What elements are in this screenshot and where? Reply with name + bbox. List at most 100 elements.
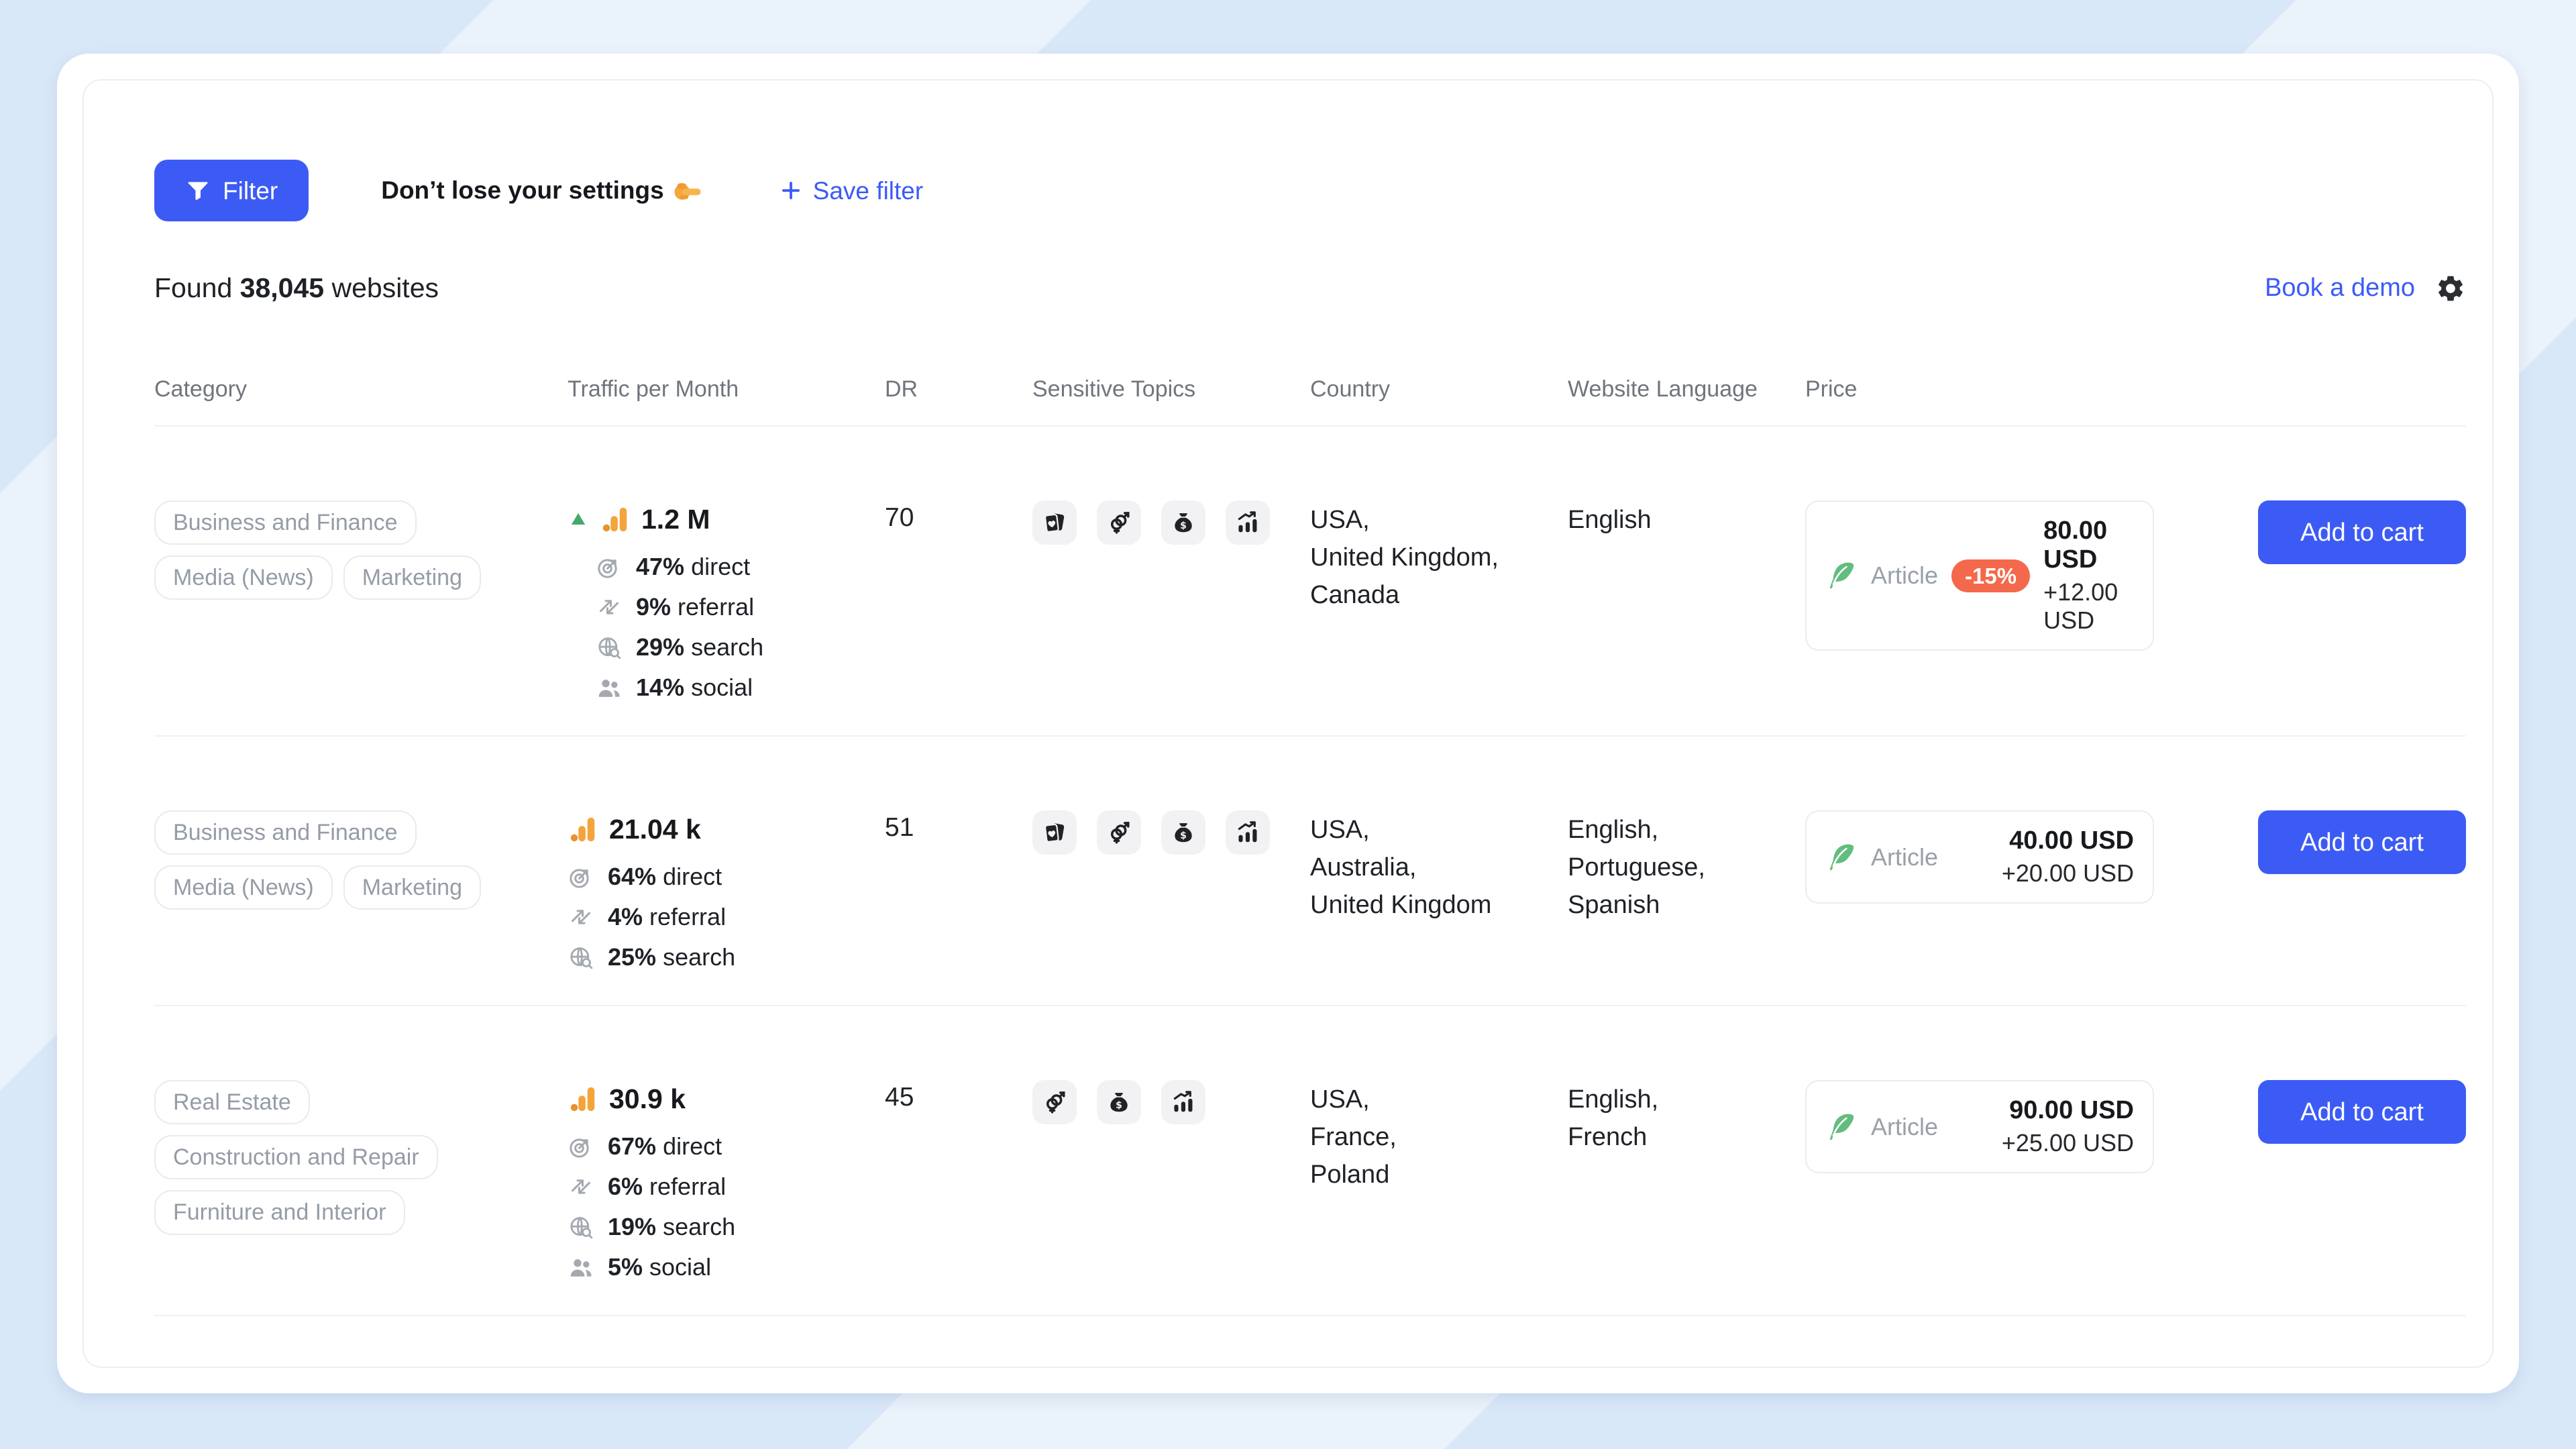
column-header-dr: DR	[885, 376, 918, 402]
country-cell: USA, Australia, United Kingdom	[1310, 816, 1492, 919]
add-to-cart-button[interactable]: Add to cart	[2258, 810, 2466, 874]
price-card[interactable]: Article 40.00 USD +20.00 USD	[1805, 810, 2154, 904]
traffic-breakdown: 47% direct 9% referral 29% search 14% socia…	[596, 551, 885, 703]
category-tag: Marketing	[343, 865, 481, 910]
add-to-cart-button[interactable]: Add to cart	[2258, 500, 2466, 564]
settings-hint: Don’t lose your settings	[381, 175, 702, 206]
direct-icon	[568, 863, 594, 890]
referral-icon	[568, 904, 594, 930]
feather-icon	[1825, 1111, 1858, 1143]
gear-icon	[2435, 273, 2466, 304]
price-card[interactable]: Article 90.00 USD +25.00 USD	[1805, 1080, 2154, 1173]
column-header-sensitive-topics: Sensitive Topics	[1032, 376, 1196, 402]
playing-cards-icon	[1042, 510, 1067, 535]
table-header: Category Traffic per Month DR Sensitive …	[154, 376, 2466, 427]
category-cell: Business and Finance Media (News) Marketin…	[154, 500, 568, 610]
traffic-search-text: 29% search	[636, 633, 764, 661]
traffic-referral-text: 9% referral	[636, 593, 755, 621]
money-bag-icon: $	[1106, 1089, 1132, 1115]
table-body: Business and Finance Media (News) Marketin…	[154, 427, 2466, 1316]
traffic-main-line: 21.04 k	[568, 810, 885, 848]
results-count-number: 38,045	[239, 272, 325, 303]
money-bag-icon: $	[1171, 820, 1196, 845]
direct-icon	[568, 1133, 594, 1160]
settings-hint-text: Don’t lose your settings	[381, 176, 664, 204]
price-type-label: Article	[1871, 561, 1939, 589]
referral-icon	[568, 1173, 594, 1200]
trending-up-icon	[568, 508, 589, 530]
language-cell: English, Portuguese, Spanish	[1568, 816, 1705, 919]
traffic-referral-text: 6% referral	[608, 1173, 727, 1200]
category-tag: Business and Finance	[154, 500, 417, 545]
gender-icon	[1106, 820, 1132, 845]
filter-button-label: Filter	[223, 176, 278, 205]
price-cell: Article -15% 80.00 USD +12.00 USD	[1805, 500, 2257, 651]
save-filter-label: Save filter	[812, 176, 924, 205]
analytics-bars-icon	[568, 814, 598, 845]
analytics-bars-icon	[600, 504, 631, 535]
traffic-breakdown: 64% direct 4% referral 25% search	[568, 861, 885, 973]
traffic-referral-text: 4% referral	[608, 903, 727, 930]
traffic-value: 30.9 k	[609, 1083, 686, 1114]
traffic-value: 21.04 k	[609, 813, 701, 845]
traffic-direct-text: 64% direct	[608, 863, 722, 890]
funnel-icon	[185, 178, 211, 203]
column-header-country: Country	[1310, 376, 1391, 402]
chart-growth-icon	[1235, 510, 1260, 535]
price-amount: 80.00 USD	[2043, 517, 2108, 574]
category-tag: Business and Finance	[154, 810, 417, 855]
toolbar: Filter Don’t lose your settings Save fil…	[154, 160, 2466, 221]
traffic-direct-line: 67% direct	[568, 1131, 885, 1162]
settings-gear-button[interactable]	[2435, 273, 2466, 304]
sensitive-topics-cell: $	[1032, 810, 1310, 855]
price-cell: Article 40.00 USD +20.00 USD	[1805, 810, 2257, 904]
sensitive-topics-cell: $	[1032, 1080, 1310, 1124]
traffic-social-line: 5% social	[568, 1252, 885, 1283]
price-amount: 90.00 USD	[2009, 1096, 2134, 1124]
add-to-cart-button[interactable]: Add to cart	[2258, 1080, 2466, 1144]
country-cell: USA, United Kingdom, Canada	[1310, 506, 1499, 609]
filter-button[interactable]: Filter	[154, 160, 309, 221]
dr-value: 45	[885, 1083, 914, 1112]
table-row: Business and Finance Media (News) Marketin…	[154, 427, 2466, 737]
sensitive-topic-dating	[1097, 500, 1141, 545]
price-amounts: 90.00 USD +25.00 USD	[2002, 1096, 2134, 1157]
sensitive-topic-gambling	[1032, 810, 1077, 855]
price-extra: +20.00 USD	[2001, 859, 2134, 887]
sensitive-topic-trading	[1226, 500, 1270, 545]
sensitive-topic-dating	[1032, 1080, 1077, 1124]
category-tag: Construction and Repair	[154, 1135, 438, 1180]
traffic-main-line: 30.9 k	[568, 1080, 885, 1118]
main-card: Filter Don’t lose your settings Save fil…	[57, 54, 2519, 1393]
traffic-direct-line: 47% direct	[596, 551, 885, 582]
price-card[interactable]: Article -15% 80.00 USD +12.00 USD	[1805, 500, 2154, 651]
sensitive-topic-loans: $	[1161, 500, 1205, 545]
traffic-direct-text: 67% direct	[608, 1132, 722, 1160]
sensitive-topics-cell: $	[1032, 500, 1310, 545]
category-tag: Marketing	[343, 555, 481, 600]
playing-cards-icon	[1042, 820, 1067, 845]
chart-growth-icon	[1171, 1089, 1196, 1115]
price-amount: 40.00 USD	[2009, 826, 2134, 855]
traffic-social-text: 14% social	[636, 674, 753, 701]
chart-growth-icon	[1235, 820, 1260, 845]
category-cell: Business and Finance Media (News) Marketin…	[154, 810, 568, 920]
language-cell: English	[1568, 506, 1652, 534]
analytics-bars-icon	[568, 1083, 598, 1114]
traffic-social-text: 5% social	[608, 1253, 712, 1281]
book-demo-link[interactable]: Book a demo	[2265, 274, 2415, 302]
traffic-breakdown: 67% direct 6% referral 19% search 5% social	[568, 1131, 885, 1283]
save-filter-button[interactable]: Save filter	[778, 176, 924, 205]
search-icon	[596, 634, 623, 661]
cart-cell: Add to cart	[2257, 810, 2466, 874]
traffic-search-line: 25% search	[568, 942, 885, 973]
traffic-cell: 30.9 k 67% direct 6% referral 19% search 5%…	[568, 1080, 885, 1283]
sensitive-topic-loans: $	[1161, 810, 1205, 855]
money-bag-icon: $	[1171, 510, 1196, 535]
price-amounts: 40.00 USD +20.00 USD	[2002, 826, 2134, 888]
dr-value: 51	[885, 813, 914, 842]
category-tag: Media (News)	[154, 555, 333, 600]
column-header-category: Category	[154, 376, 247, 402]
price-extra: +12.00 USD	[2043, 578, 2118, 634]
